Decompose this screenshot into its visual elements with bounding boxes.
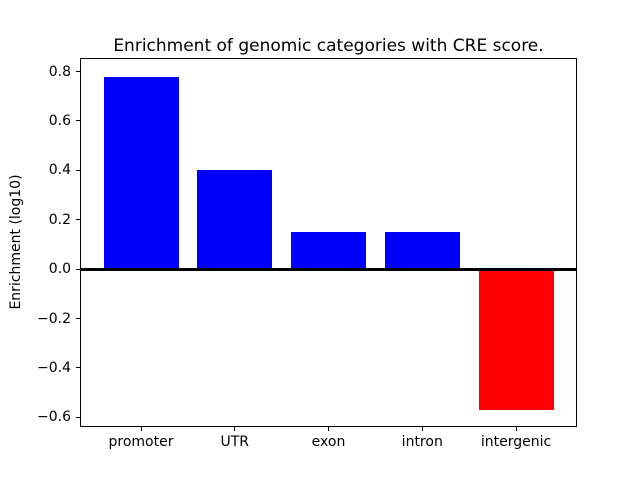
y-tick [76, 318, 81, 320]
y-tick-label: 0.8 [48, 63, 71, 80]
y-tick-label: −0.4 [37, 359, 71, 376]
x-tick-label-exon: exon [311, 434, 346, 450]
y-tick [76, 71, 81, 73]
x-tick [515, 426, 517, 431]
chart-title: Enrichment of genomic categories with CR… [113, 36, 544, 56]
y-tick [76, 120, 81, 122]
y-tick [76, 169, 81, 171]
y-tick [76, 219, 81, 221]
x-tick-label-UTR: UTR [220, 434, 250, 450]
zero-line [81, 267, 576, 271]
y-tick-label: 0.4 [48, 162, 71, 179]
x-tick [234, 426, 236, 431]
bar-exon [291, 232, 366, 270]
plot-area: 0.8 0.6 0.4 0.2 0.0 −0.2 −0.4 −0.6 promoter UTR ex… [37, 58, 577, 450]
x-tick [421, 426, 423, 431]
x-tick-label-promoter: promoter [108, 434, 174, 450]
y-tick-label: 0.0 [48, 261, 71, 278]
y-tick-label: −0.6 [37, 409, 71, 426]
y-tick [76, 367, 81, 369]
x-tick-label-intron: intron [401, 434, 443, 450]
x-tick [140, 426, 142, 431]
y-tick [76, 268, 81, 270]
bar-UTR [197, 170, 273, 270]
x-tick-label-intergenic: intergenic [480, 434, 552, 450]
y-tick-label: 0.6 [48, 112, 71, 129]
y-tick-label: −0.2 [37, 310, 71, 327]
y-tick-label: 0.2 [48, 211, 71, 228]
x-tick [328, 426, 329, 431]
y-axis-label: Enrichment (log10) [8, 174, 24, 310]
bar-intergenic [478, 269, 554, 410]
y-tick [76, 416, 81, 418]
bar-intron [384, 232, 460, 270]
bar-promoter [103, 76, 179, 270]
